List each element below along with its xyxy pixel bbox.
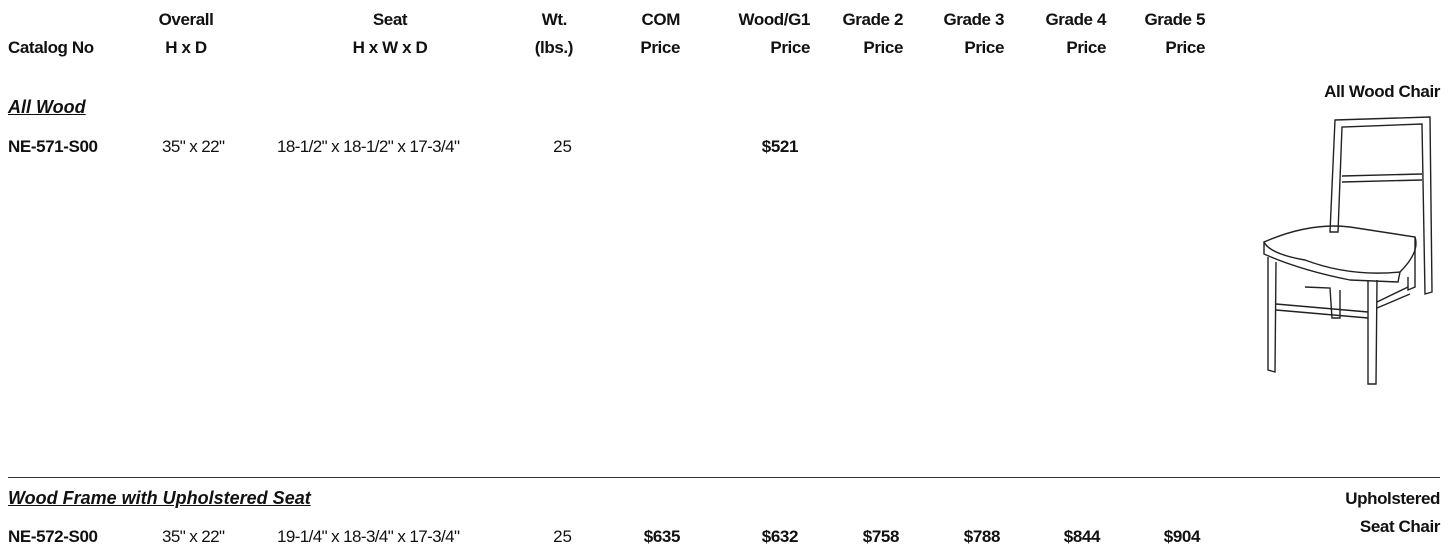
header: COM: [641, 10, 681, 29]
image-label: Seat Chair: [1359, 517, 1440, 536]
header: Price: [964, 38, 1004, 57]
header: Price: [640, 38, 680, 57]
image-label: All Wood Chair: [1324, 82, 1440, 101]
divider: [8, 477, 1440, 478]
header: Price: [1066, 38, 1106, 57]
header: Grade 4: [1045, 10, 1106, 29]
cell: $758: [862, 527, 900, 546]
header: Seat: [372, 10, 408, 29]
cell: 25: [553, 137, 572, 156]
header: H x D: [165, 38, 207, 57]
cell: 18-1/2" x 18-1/2" x 17-3/4": [277, 137, 460, 156]
cell: $844: [1063, 527, 1101, 546]
header: Price: [770, 38, 810, 57]
cell: $904: [1163, 527, 1201, 546]
header: Grade 3: [943, 10, 1004, 29]
header: Wood/G1: [738, 10, 811, 29]
header: Catalog No: [8, 38, 94, 57]
cell: 19-1/4" x 18-3/4" x 17-3/4": [277, 527, 460, 546]
header: Wt.: [541, 10, 568, 29]
header: H x W x D: [352, 38, 428, 57]
cell: 35" x 22": [162, 527, 225, 546]
cell: $632: [761, 527, 799, 546]
header: Price: [1165, 38, 1205, 57]
cell: 35" x 22": [162, 137, 225, 156]
cell: $788: [963, 527, 1001, 546]
chair-drawing: [1263, 116, 1433, 385]
cell: NE-572-S00: [8, 527, 98, 546]
image-label: Upholstered: [1345, 489, 1440, 508]
section-title: All Wood: [8, 97, 86, 117]
cell: $635: [643, 527, 681, 546]
section-title: Wood Frame with Upholstered Seat: [8, 488, 311, 508]
header: Grade 5: [1144, 10, 1205, 29]
cell: 25: [553, 527, 572, 546]
header: Price: [863, 38, 903, 57]
cell: NE-571-S00: [8, 137, 98, 156]
header: (lbs.): [534, 38, 574, 57]
header: Grade 2: [842, 10, 903, 29]
header: Overall: [158, 10, 214, 29]
cell: $521: [761, 137, 799, 156]
